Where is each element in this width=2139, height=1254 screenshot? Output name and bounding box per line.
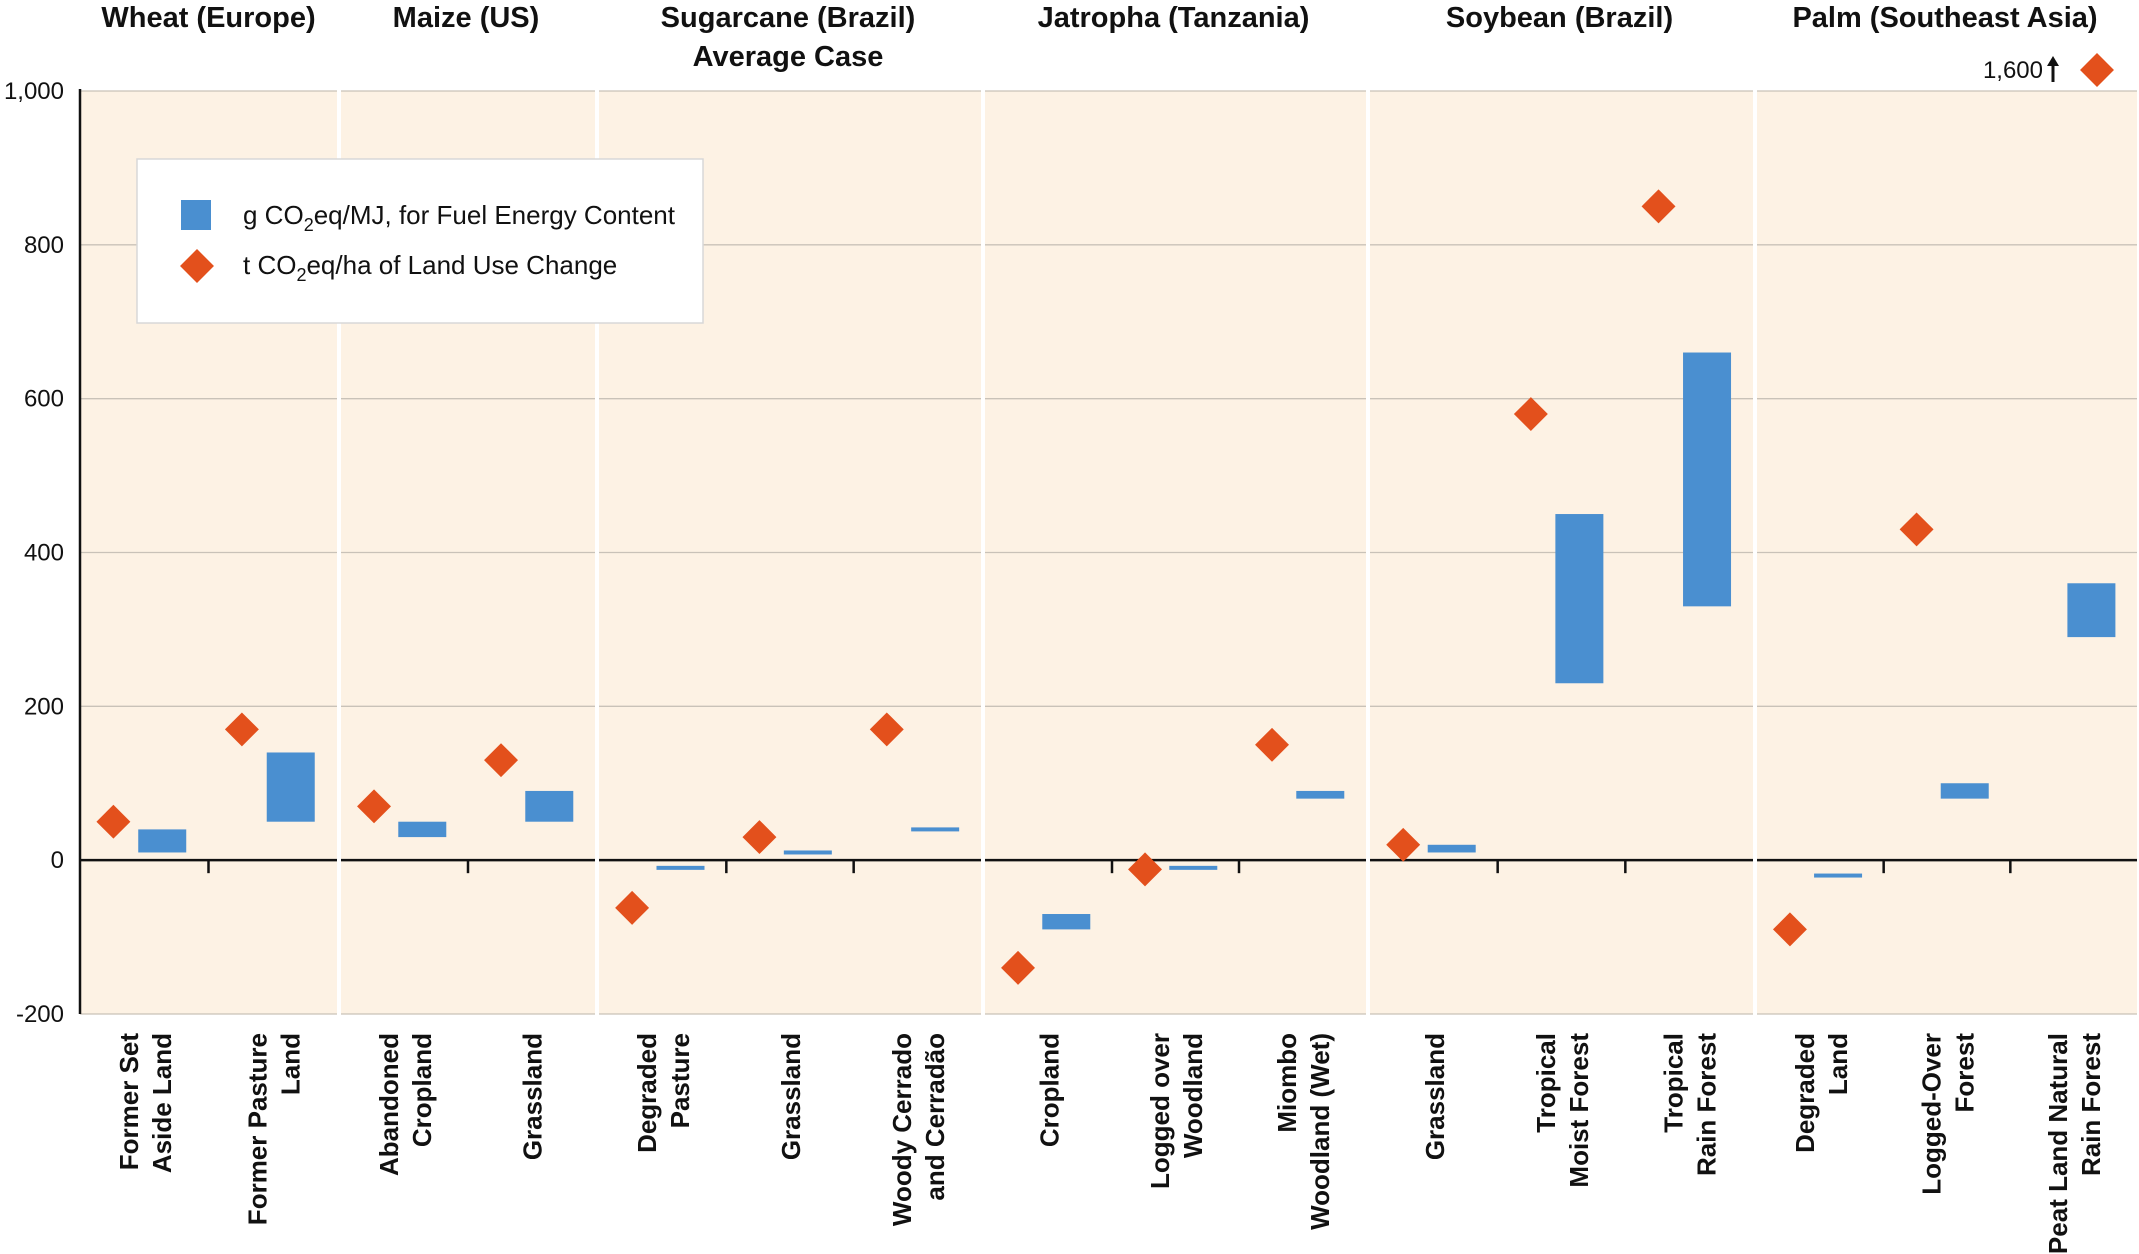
y-tick-label: 200 [24, 693, 64, 720]
panel-title: Palm (Southeast Asia) [1792, 2, 2097, 34]
y-tick-label: 800 [24, 232, 64, 259]
category-label: Moist Forest [1564, 1033, 1594, 1188]
diamond-marker [2080, 53, 2114, 87]
diamond-marker [742, 820, 777, 855]
category-label: Former Set [114, 1033, 144, 1171]
range-bar [1169, 865, 1218, 870]
category-label: Pasture [665, 1033, 695, 1128]
panel-title: Average Case [693, 41, 884, 73]
category-label: and Cerradão [920, 1033, 950, 1201]
legend-label: g CO2eq/MJ, for Fuel Energy Content [243, 200, 676, 235]
legend-label: t CO2eq/ha of Land Use Change [243, 250, 617, 285]
category-label: Logged-Over [1917, 1033, 1947, 1195]
range-bar [2067, 583, 2116, 638]
diamond-marker [869, 712, 904, 747]
category-label: Grassland [518, 1033, 548, 1160]
range-bar [266, 752, 315, 822]
range-bar [1427, 844, 1476, 853]
offscale-value-label: 1,600 [1983, 57, 2043, 84]
category-label: Woody Cerrado [887, 1033, 917, 1226]
category-label: Degraded [632, 1033, 662, 1153]
category-label: Abandoned [374, 1033, 404, 1176]
category-label: Former Pasture [242, 1033, 272, 1225]
category-label: Forest [1950, 1033, 1980, 1113]
range-bar [138, 829, 187, 853]
range-bar [911, 827, 960, 832]
diamond-marker [1128, 852, 1162, 887]
range-bar [656, 865, 705, 870]
category-label: Rain Forest [2076, 1033, 2106, 1176]
category-label: Degraded [1790, 1033, 1820, 1153]
range-bar [1296, 790, 1345, 799]
range-bar [1555, 514, 1604, 684]
category-label: Cropland [1035, 1033, 1065, 1147]
y-tick-label: -200 [16, 1001, 64, 1028]
range-bar [1814, 873, 1863, 878]
panel-title: Jatropha (Tanzania) [1038, 2, 1310, 34]
diamond-marker [1899, 512, 1934, 547]
range-bar [1683, 352, 1732, 607]
legend-bar-swatch [181, 200, 211, 230]
panel-title: Soybean (Brazil) [1446, 2, 1673, 34]
category-label: Peat Land Natural [2043, 1033, 2073, 1254]
panel-title: Sugarcane (Brazil) [661, 2, 916, 34]
y-tick-label: 0 [51, 847, 64, 874]
legend-box [136, 158, 704, 324]
diamond-marker [1513, 397, 1548, 432]
panel-title: Maize (US) [393, 2, 540, 34]
offscale-arrowhead-icon [2047, 56, 2059, 66]
legend-diamond-swatch [180, 249, 214, 283]
category-label: Tropical [1531, 1033, 1561, 1133]
category-labels: Former Set Aside Land Former Pasture Land Ab… [114, 1033, 2106, 1254]
category-label: Rain Forest [1692, 1033, 1722, 1176]
category-label: Miombo [1272, 1033, 1302, 1133]
category-label: Land [1823, 1033, 1853, 1095]
category-label: Woodland [1178, 1033, 1208, 1158]
panel-title: Wheat (Europe) [101, 2, 315, 34]
range-bar [525, 790, 574, 822]
diamond-marker [1001, 950, 1035, 985]
range-bar [1940, 783, 1989, 799]
category-label: Tropical [1659, 1033, 1689, 1133]
category-label: Land [275, 1033, 305, 1095]
y-tick-label: 600 [24, 386, 64, 413]
diamond-marker [224, 712, 259, 747]
category-label: Woodland (Wet) [1305, 1033, 1335, 1230]
diamond-marker [1255, 727, 1289, 762]
y-axis: -200 0 200 400 600 800 1,000 [4, 78, 2137, 1028]
category-label: Grassland [776, 1033, 806, 1160]
diamond-marker [357, 789, 391, 824]
range-bar [783, 850, 832, 855]
range-bar [1042, 914, 1091, 930]
range-bar [398, 821, 447, 838]
y-tick-label: 400 [24, 540, 64, 567]
category-label: Logged over [1145, 1033, 1175, 1189]
y-tick-label: 1,000 [4, 78, 64, 105]
category-label: Cropland [407, 1033, 437, 1147]
category-label: Grassland [1420, 1033, 1450, 1160]
diamond-marker [484, 743, 518, 778]
legend: g CO2eq/MJ, for Fuel Energy Content t CO2… [136, 158, 704, 324]
diamond-marker [1772, 912, 1807, 947]
panel-titles: Wheat (Europe) Maize (US) Sugarcane (Brazi… [101, 2, 2097, 73]
diamond-marker [1641, 189, 1676, 224]
diamond-marker [1386, 827, 1421, 862]
category-label: Aside Land [147, 1033, 177, 1173]
diamond-marker [615, 890, 650, 925]
